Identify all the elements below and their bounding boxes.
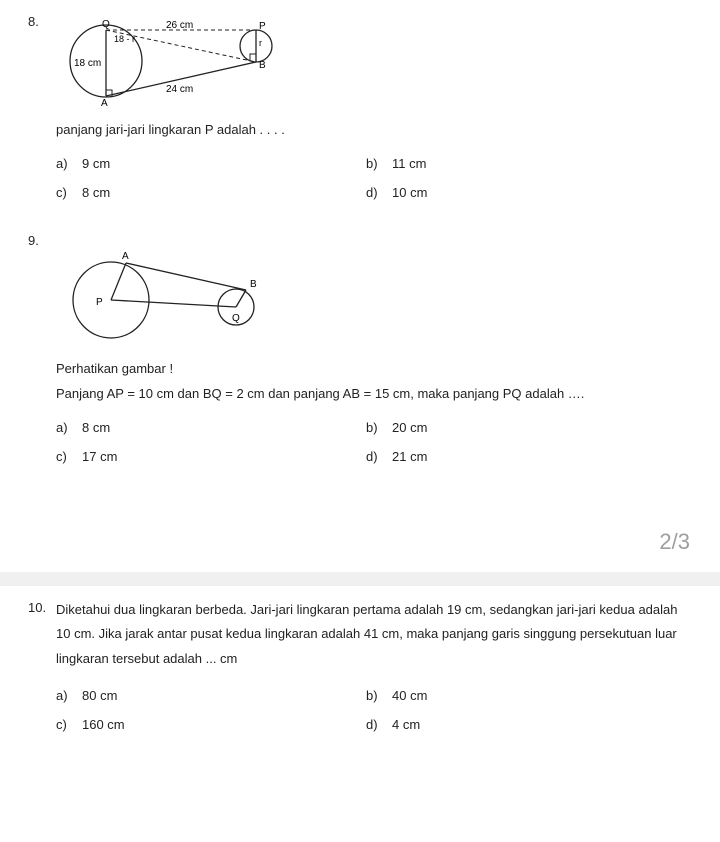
question-text: panjang jari-jari lingkaran P adalah . .… (56, 120, 692, 140)
options-grid: a)80 cm b)40 cm c)160 cm d)4 cm (56, 686, 656, 735)
page-divider (0, 572, 720, 586)
page-indicator: 2/3 (0, 515, 720, 572)
meas-left: 18 cm (74, 58, 101, 69)
option-c[interactable]: c)17 cm (56, 447, 346, 467)
meas-inner: 18 - r (114, 34, 135, 44)
option-a[interactable]: a)80 cm (56, 686, 346, 706)
question-10: 10. Diketahui dua lingkaran berbeda. Jar… (28, 598, 692, 735)
question-text: Diketahui dua lingkaran berbeda. Jari-ja… (56, 598, 692, 672)
option-c[interactable]: c)8 cm (56, 183, 346, 203)
question-body: A B P Q Perhatikan gambar ! Panjang AP =… (56, 231, 692, 467)
option-a[interactable]: a)9 cm (56, 154, 346, 174)
question-text: Perhatikan gambar ! Panjang AP = 10 cm d… (56, 359, 692, 404)
label-Q: Q (232, 313, 240, 324)
label-A: A (101, 98, 108, 106)
meas-top: 26 cm (166, 20, 193, 31)
option-d[interactable]: d)10 cm (366, 183, 656, 203)
option-c[interactable]: c)160 cm (56, 715, 346, 735)
question-8: 8. (28, 12, 692, 203)
question-9-figure: A B P Q (56, 235, 692, 345)
meas-bottom: 24 cm (166, 84, 193, 95)
label-Q: Q (102, 19, 110, 30)
option-a[interactable]: a)8 cm (56, 418, 346, 438)
option-b[interactable]: b)11 cm (366, 154, 656, 174)
question-body: Diketahui dua lingkaran berbeda. Jari-ja… (56, 598, 692, 735)
option-b[interactable]: b)40 cm (366, 686, 656, 706)
label-P: P (259, 21, 266, 32)
page-lower: 10. Diketahui dua lingkaran berbeda. Jar… (0, 586, 720, 783)
label-B: B (250, 279, 257, 290)
question-number: 8. (28, 12, 56, 203)
options-grid: a)8 cm b)20 cm c)17 cm d)21 cm (56, 418, 656, 467)
option-d[interactable]: d)4 cm (366, 715, 656, 735)
meas-r: r (259, 38, 262, 48)
label-B: B (259, 60, 266, 71)
option-d[interactable]: d)21 cm (366, 447, 656, 467)
qtext-line: Panjang AP = 10 cm dan BQ = 2 cm dan pan… (56, 384, 692, 404)
question-8-figure: Q P A B 26 cm 24 cm 18 cm 18 - r r (56, 16, 692, 106)
question-9: 9. A B P Q (28, 231, 692, 467)
options-grid: a)9 cm b)11 cm c)8 cm d)10 cm (56, 154, 656, 203)
question-number: 10. (28, 598, 56, 735)
label-A: A (122, 251, 129, 262)
option-b[interactable]: b)20 cm (366, 418, 656, 438)
question-body: Q P A B 26 cm 24 cm 18 cm 18 - r r panja… (56, 12, 692, 203)
page-upper: 8. (0, 0, 720, 515)
qtext-line: Perhatikan gambar ! (56, 359, 692, 379)
label-P: P (96, 297, 103, 308)
question-number: 9. (28, 231, 56, 467)
